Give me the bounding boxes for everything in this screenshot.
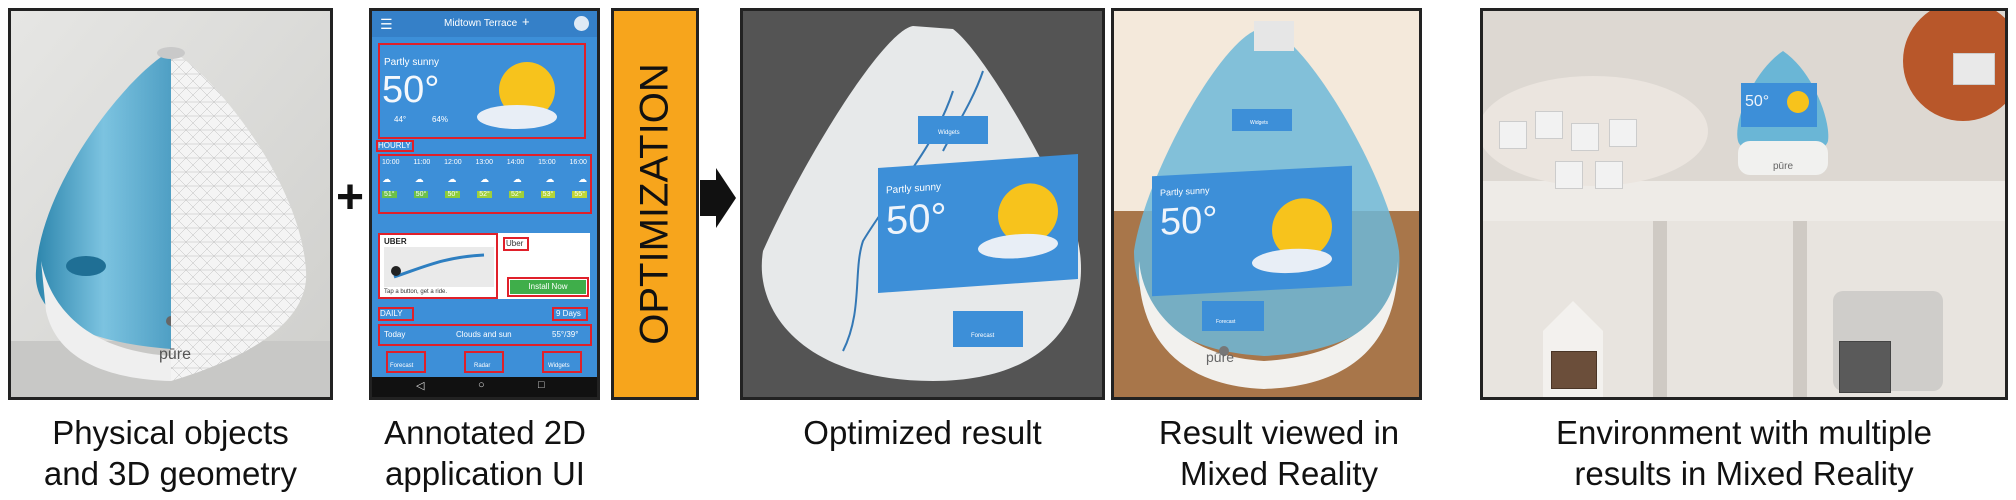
today-temps: 55°/39° — [552, 330, 579, 339]
today-row-annotation — [378, 324, 592, 346]
today-label: Today — [384, 330, 406, 339]
brand-logo: pūre — [159, 346, 192, 363]
cloud-icon: ☁ — [545, 174, 555, 184]
cloud-icon: ☁ — [479, 174, 489, 184]
cloud-icon: ☁ — [512, 174, 522, 184]
caption-viewed: Result viewed in Mixed Reality — [1158, 414, 1400, 492]
humidifier-photo — [11, 11, 330, 397]
caption-optimized: Optimized result — [803, 414, 1042, 451]
weather-widget: 50° — [1741, 83, 1817, 127]
brand-logo: pūre — [1773, 161, 1794, 172]
widgets-tab-annotation — [542, 351, 582, 373]
install-now-button[interactable]: Install Now — [510, 280, 586, 294]
widgets-widget: Widgets — [1232, 109, 1292, 131]
piggy-note — [1535, 111, 1563, 139]
daily-label: DAILY — [380, 309, 403, 318]
back-icon[interactable]: ◁ — [416, 380, 425, 392]
app-top-bar: ☰ Midtown Terrace + — [372, 11, 597, 37]
piggy-note — [1595, 161, 1623, 189]
forecast-widget: Forecast — [953, 311, 1023, 347]
ad-map-image — [384, 247, 494, 287]
cloud-icon: ☁ — [577, 174, 587, 184]
hamburger-menu-icon[interactable]: ☰ — [380, 16, 393, 32]
piggy-note — [1571, 123, 1599, 151]
hourly-label-annotation — [376, 140, 414, 152]
ad-name: Uber — [506, 239, 524, 248]
avatar[interactable] — [574, 16, 589, 31]
home-icon[interactable]: ○ — [478, 379, 485, 391]
humidity: 64% — [432, 115, 449, 124]
widgets-widget: Widgets — [918, 116, 988, 144]
optimization-label: OPTIMIZATION — [632, 63, 677, 345]
right-arrow-icon — [700, 180, 718, 216]
cloud-icon: ☁ — [447, 174, 457, 184]
arrow-head — [716, 168, 736, 228]
hi-temp: 44° — [394, 115, 407, 124]
weather-widget: Partly sunny 50° — [878, 154, 1078, 293]
weather-widget: Partly sunny 50° — [1152, 165, 1352, 297]
radar-tab-annotation — [464, 351, 504, 373]
tab-widgets[interactable]: Widgets — [548, 363, 570, 369]
today-desc: Clouds and sun — [456, 330, 512, 339]
ad-map-annotation — [378, 233, 498, 299]
daily-label-annotation — [378, 307, 414, 321]
piggy-note — [1499, 121, 1527, 149]
daily-range-annotation — [552, 307, 588, 321]
environment-panel: 50° pūre — [1480, 8, 2008, 400]
hourly-strip: 10:00 11:00 12:00 13:00 14:00 15:00 16:0… — [382, 159, 587, 198]
sun-cloud-icon — [477, 62, 557, 129]
annotated-app-panel: ☰ Midtown Terrace + Partly sunny 50° 44°… — [369, 8, 600, 400]
caption-environment: Environment with multiple results in Mixe… — [1556, 414, 1932, 492]
current-weather-annotation — [378, 43, 586, 139]
environment-photo — [1483, 11, 2005, 397]
piggy-note — [1609, 119, 1637, 147]
hourly-label: HOURLY — [378, 141, 411, 150]
optimization-box: OPTIMIZATION — [611, 8, 699, 400]
optimized-result-panel: Widgets Partly sunny 50° Forecast — [740, 8, 1105, 400]
house-widget — [1551, 351, 1597, 389]
recents-icon[interactable]: □ — [538, 379, 545, 391]
forecast-tab-annotation — [386, 351, 426, 373]
piggy-note — [1555, 161, 1583, 189]
add-location-icon[interactable]: + — [522, 14, 530, 29]
condition-text: Partly sunny — [384, 57, 440, 68]
hourly-annotation — [378, 154, 592, 214]
caption-annotated: Annotated 2D application UI — [384, 414, 586, 492]
basketball-note — [1953, 53, 1995, 85]
tab-radar[interactable]: Radar — [474, 363, 491, 369]
ad-name-annotation — [503, 237, 529, 251]
caption-physical: Physical objects and 3D geometry — [43, 414, 298, 492]
android-nav-bar: ◁ ○ □ — [372, 377, 597, 397]
location-title: Midtown Terrace — [444, 18, 518, 29]
plus-symbol: + — [335, 171, 365, 224]
ad-brand: UBER — [384, 237, 407, 246]
tab-forecast[interactable]: Forecast — [390, 363, 414, 369]
temperature-value: 50° — [382, 69, 440, 111]
daily-range[interactable]: 9 Days — [556, 309, 581, 318]
brand-logo: pūre — [1206, 349, 1235, 365]
ad-tagline: Tap a button, get a ride. — [384, 289, 448, 295]
cloud-icon: ☁ — [414, 174, 424, 184]
cylinder-widget — [1839, 341, 1891, 393]
mixed-reality-view-panel: Widgets Partly sunny 50° Forecast pūre — [1111, 8, 1422, 400]
install-button-annotation — [507, 277, 589, 297]
cloud-icon: ☁ — [382, 174, 391, 184]
forecast-widget: Forecast — [1202, 301, 1264, 331]
physical-object-panel: pūre — [8, 8, 333, 400]
